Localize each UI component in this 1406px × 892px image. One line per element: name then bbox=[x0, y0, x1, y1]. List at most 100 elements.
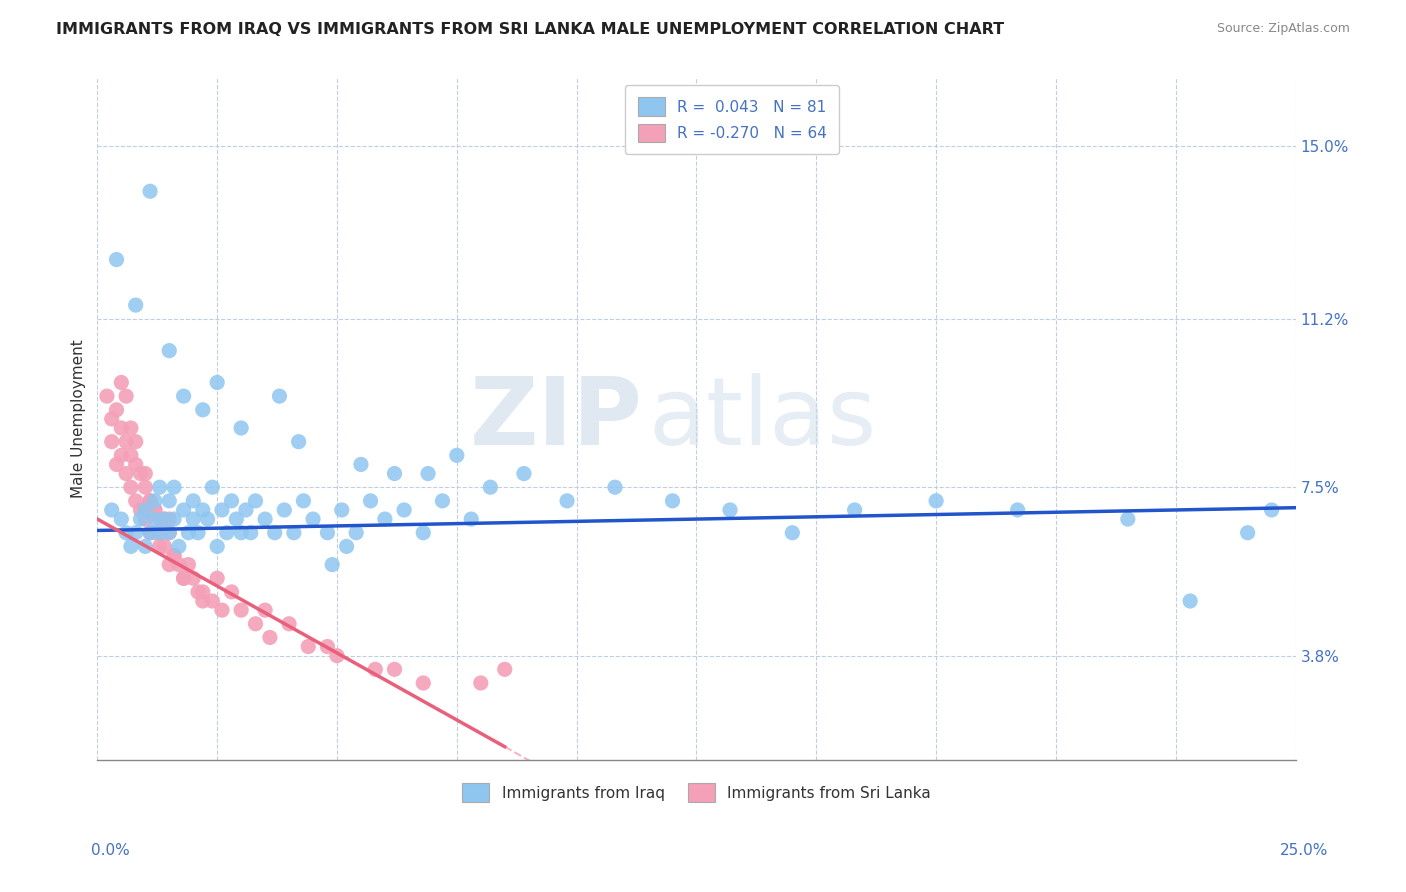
Point bbox=[231, 525, 253, 540]
Point bbox=[269, 389, 291, 403]
Point bbox=[844, 503, 866, 517]
Point bbox=[149, 525, 172, 540]
Point bbox=[115, 525, 138, 540]
Point bbox=[149, 512, 172, 526]
Legend: Immigrants from Iraq, Immigrants from Sri Lanka: Immigrants from Iraq, Immigrants from Sr… bbox=[450, 771, 943, 814]
Point bbox=[100, 434, 122, 449]
Point bbox=[115, 467, 138, 481]
Point bbox=[105, 402, 128, 417]
Point bbox=[225, 512, 247, 526]
Point bbox=[139, 494, 162, 508]
Point bbox=[446, 448, 468, 462]
Point bbox=[1116, 512, 1139, 526]
Point bbox=[157, 512, 180, 526]
Point bbox=[129, 467, 152, 481]
Point bbox=[125, 458, 148, 472]
Point bbox=[278, 616, 301, 631]
Point bbox=[163, 549, 186, 563]
Point bbox=[125, 525, 148, 540]
Point bbox=[173, 571, 195, 585]
Point bbox=[115, 434, 138, 449]
Point bbox=[125, 434, 148, 449]
Point bbox=[302, 512, 325, 526]
Point bbox=[134, 512, 156, 526]
Point bbox=[153, 512, 176, 526]
Point bbox=[139, 184, 162, 198]
Point bbox=[316, 525, 339, 540]
Point bbox=[1178, 594, 1201, 608]
Point bbox=[245, 494, 267, 508]
Point bbox=[416, 467, 439, 481]
Text: IMMIGRANTS FROM IRAQ VS IMMIGRANTS FROM SRI LANKA MALE UNEMPLOYMENT CORRELATION : IMMIGRANTS FROM IRAQ VS IMMIGRANTS FROM … bbox=[56, 22, 1004, 37]
Point bbox=[139, 494, 162, 508]
Point bbox=[344, 525, 367, 540]
Point bbox=[191, 594, 214, 608]
Point bbox=[432, 494, 454, 508]
Point bbox=[412, 676, 434, 690]
Point bbox=[215, 525, 238, 540]
Point bbox=[96, 389, 118, 403]
Point bbox=[513, 467, 536, 481]
Point bbox=[201, 480, 224, 494]
Point bbox=[718, 503, 741, 517]
Point bbox=[205, 376, 228, 390]
Point bbox=[187, 585, 209, 599]
Point bbox=[470, 676, 492, 690]
Point bbox=[263, 525, 285, 540]
Point bbox=[110, 512, 132, 526]
Point bbox=[153, 540, 176, 554]
Point bbox=[120, 540, 142, 554]
Point bbox=[173, 389, 195, 403]
Point bbox=[326, 648, 349, 663]
Point bbox=[191, 585, 214, 599]
Point bbox=[384, 662, 406, 676]
Point bbox=[479, 480, 502, 494]
Point bbox=[1236, 525, 1258, 540]
Point bbox=[205, 571, 228, 585]
Point bbox=[254, 603, 277, 617]
Point bbox=[139, 525, 162, 540]
Point bbox=[149, 480, 172, 494]
Point bbox=[134, 467, 156, 481]
Point bbox=[221, 494, 243, 508]
Point bbox=[273, 503, 295, 517]
Point bbox=[231, 421, 253, 435]
Point bbox=[191, 503, 214, 517]
Text: ZIP: ZIP bbox=[470, 373, 643, 465]
Point bbox=[157, 525, 180, 540]
Point bbox=[157, 558, 180, 572]
Point bbox=[120, 421, 142, 435]
Point bbox=[412, 525, 434, 540]
Point bbox=[105, 252, 128, 267]
Point bbox=[925, 494, 948, 508]
Point bbox=[177, 525, 200, 540]
Point bbox=[100, 412, 122, 426]
Point bbox=[661, 494, 683, 508]
Point bbox=[384, 467, 406, 481]
Y-axis label: Male Unemployment: Male Unemployment bbox=[72, 340, 86, 499]
Point bbox=[157, 494, 180, 508]
Point bbox=[134, 503, 156, 517]
Point bbox=[603, 480, 626, 494]
Point bbox=[173, 571, 195, 585]
Point bbox=[163, 549, 186, 563]
Point bbox=[254, 512, 277, 526]
Point bbox=[321, 558, 343, 572]
Point bbox=[494, 662, 516, 676]
Point bbox=[149, 540, 172, 554]
Point bbox=[157, 343, 180, 358]
Point bbox=[125, 298, 148, 312]
Point bbox=[163, 480, 186, 494]
Point bbox=[120, 448, 142, 462]
Point bbox=[221, 585, 243, 599]
Point bbox=[360, 494, 382, 508]
Point bbox=[1260, 503, 1282, 517]
Point bbox=[110, 421, 132, 435]
Point bbox=[231, 603, 253, 617]
Point bbox=[143, 503, 166, 517]
Point bbox=[105, 458, 128, 472]
Point bbox=[782, 525, 804, 540]
Point bbox=[139, 525, 162, 540]
Point bbox=[143, 525, 166, 540]
Point bbox=[350, 458, 373, 472]
